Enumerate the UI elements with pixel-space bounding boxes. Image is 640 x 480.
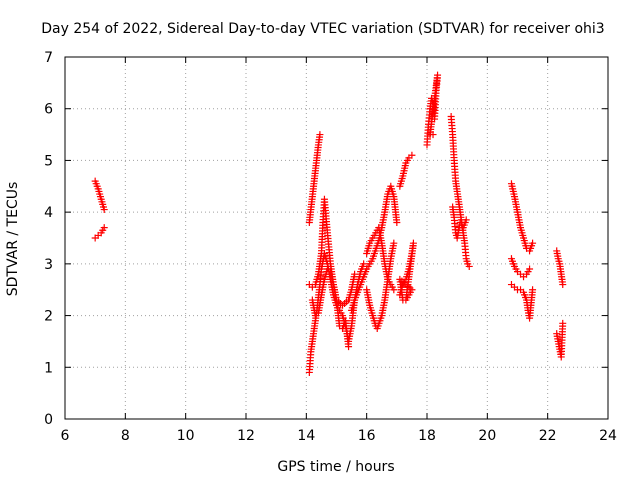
data-point [559, 281, 567, 289]
x-tick-label: 22 [539, 428, 557, 444]
x-tick-label: 20 [478, 428, 496, 444]
data-point [100, 224, 108, 232]
x-tick-label: 12 [237, 428, 255, 444]
plot-area-frame [64, 56, 609, 420]
data-point [351, 270, 359, 278]
data-point [390, 286, 398, 294]
data-point [399, 296, 407, 304]
data-point [529, 239, 537, 247]
data-point [100, 206, 108, 214]
y-axis-ticks: 0 1 2 3 4 5 6 7 [44, 50, 608, 428]
data-point [526, 265, 534, 273]
data-point [390, 239, 398, 247]
y-tick-label: 4 [44, 205, 53, 221]
y-tick-label: 0 [44, 412, 53, 428]
data-point [408, 151, 416, 159]
data-point [559, 319, 567, 327]
data-points [91, 71, 567, 376]
x-tick-label: 18 [418, 428, 436, 444]
x-tick-label: 8 [121, 428, 130, 444]
data-point [360, 260, 368, 268]
y-axis-label: SDTVAR / TECUs [5, 182, 21, 297]
data-point [393, 218, 401, 226]
x-tick-label: 24 [599, 428, 617, 444]
y-tick-label: 1 [44, 360, 53, 376]
y-tick-label: 2 [44, 309, 53, 325]
x-tick-label: 10 [177, 428, 195, 444]
chart-title: Day 254 of 2022, Sidereal Day-to-day VTE… [41, 21, 604, 37]
x-axis-ticks: 6 8 10 12 14 16 18 20 22 24 [61, 57, 617, 444]
data-point [529, 286, 537, 294]
y-tick-label: 3 [44, 257, 53, 273]
x-tick-label: 6 [61, 428, 70, 444]
data-point [462, 216, 470, 224]
data-point [465, 262, 473, 270]
x-tick-label: 14 [297, 428, 315, 444]
y-tick-label: 5 [44, 153, 53, 169]
y-tick-label: 6 [44, 102, 53, 118]
x-axis-label: GPS time / hours [277, 459, 394, 475]
data-point [316, 131, 324, 139]
x-tick-label: 16 [358, 428, 376, 444]
data-point [345, 343, 353, 351]
data-point [429, 131, 437, 139]
y-tick-label: 7 [44, 50, 53, 66]
